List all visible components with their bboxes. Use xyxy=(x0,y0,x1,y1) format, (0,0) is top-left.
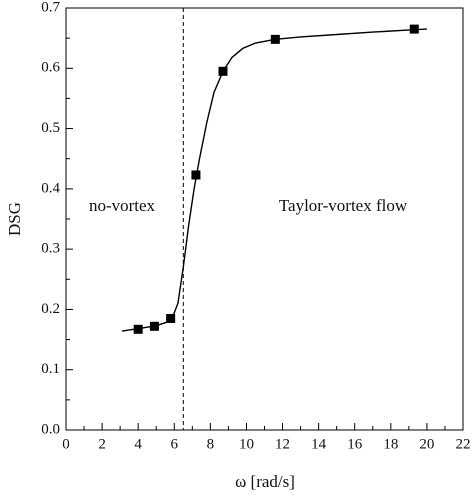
data-point xyxy=(133,324,143,334)
data-point xyxy=(218,66,228,76)
y-axis-label: DSG xyxy=(5,202,24,236)
y-tick-label: 0.4 xyxy=(41,180,60,196)
x-tick-label: 8 xyxy=(207,436,215,452)
x-tick-label: 4 xyxy=(134,436,142,452)
y-tick-label: 0.0 xyxy=(41,421,60,437)
x-tick-label: 14 xyxy=(311,436,327,452)
y-tick-label: 0.6 xyxy=(41,60,60,76)
x-tick-label: 16 xyxy=(347,436,363,452)
data-point xyxy=(270,34,280,44)
y-tick-label: 0.5 xyxy=(41,120,60,136)
data-point xyxy=(409,24,419,34)
y-tick-label: 0.1 xyxy=(41,361,60,377)
annotation: no-vortex xyxy=(89,196,156,215)
annotation: Taylor-vortex flow xyxy=(279,196,408,215)
y-tick-label: 0.7 xyxy=(41,0,60,15)
y-tick-label: 0.3 xyxy=(41,241,60,257)
fit-curve xyxy=(121,28,427,332)
x-tick-label: 22 xyxy=(456,436,471,452)
y-tick-label: 0.2 xyxy=(41,301,60,317)
x-tick-label: 10 xyxy=(239,436,254,452)
x-tick-label: 18 xyxy=(383,436,398,452)
x-tick-label: 20 xyxy=(419,436,434,452)
x-tick-label: 0 xyxy=(62,436,70,452)
data-point xyxy=(191,170,201,180)
plot-frame xyxy=(65,7,464,431)
x-tick-label: 12 xyxy=(275,436,290,452)
x-tick-label: 2 xyxy=(98,436,106,452)
data-point xyxy=(166,313,176,323)
x-tick-label: 6 xyxy=(171,436,179,452)
data-point xyxy=(149,321,159,331)
x-axis-label: ω [rad/s] xyxy=(235,472,295,491)
